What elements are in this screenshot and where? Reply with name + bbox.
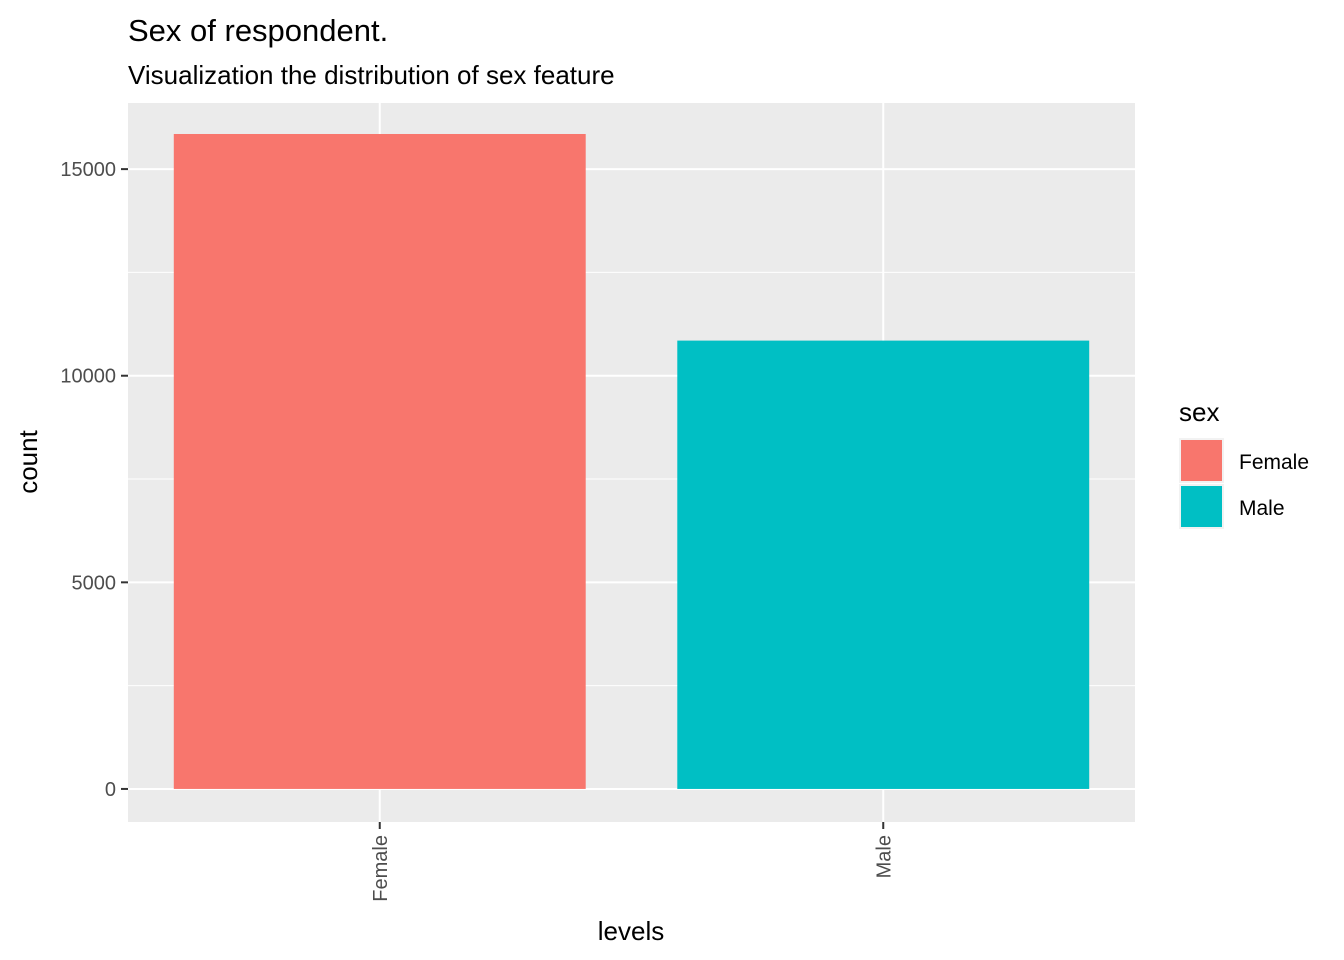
legend-swatch-female [1181,440,1222,481]
legend-swatch-male [1181,486,1222,527]
legend-entries: Female Male [1179,438,1309,529]
chart-title: Sex of respondent. [128,13,388,48]
x-axis: Female Male [370,822,895,902]
bar-male [677,340,1090,789]
y-tick-label: 0 [105,779,116,801]
x-tick-label: Male [873,835,895,878]
y-tick-label: 10000 [60,366,116,388]
chart-subtitle: Visualization the distribution of sex fe… [128,60,615,90]
x-axis-title: levels [598,916,664,946]
y-tick-label: 5000 [72,572,117,594]
y-tick-label: 15000 [60,159,116,181]
bar-female [173,133,586,789]
x-tick-label: Female [370,835,392,902]
legend-label-female: Female [1239,451,1309,474]
y-axis-title: count [13,429,43,493]
y-axis: 0 5000 10000 15000 [60,159,128,801]
legend-title: sex [1179,397,1219,427]
legend-label-male: Male [1239,497,1285,520]
legend: sex Female Male [1179,397,1309,529]
bars [173,133,1090,789]
